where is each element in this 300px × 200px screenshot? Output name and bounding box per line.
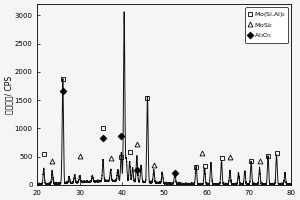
Y-axis label: 衍射強度/ CPS: 衍射強度/ CPS: [4, 76, 13, 114]
Legend: Mo(Si,Al)$_2$, MoSi$_2$, Al$_2$O$_3$: Mo(Si,Al)$_2$, MoSi$_2$, Al$_2$O$_3$: [245, 7, 288, 43]
